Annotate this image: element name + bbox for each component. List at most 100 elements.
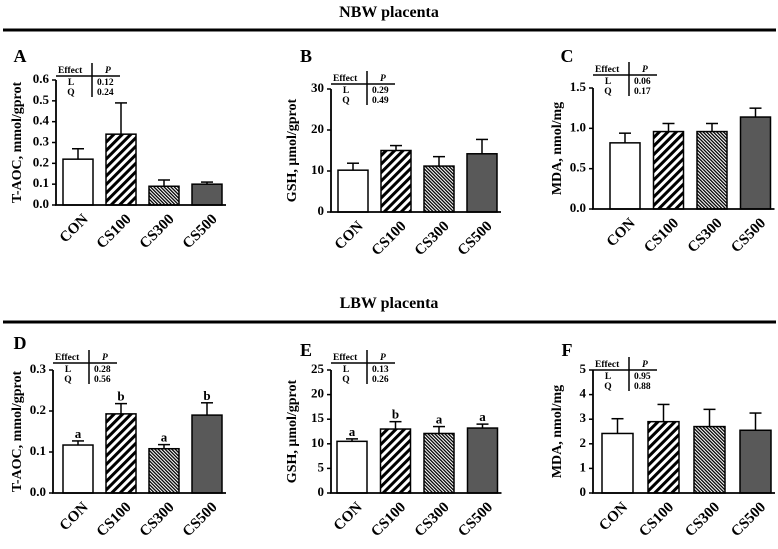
p-header: P [380,353,386,363]
y-tick-label: 0.6 [33,71,50,86]
y-tick-label: 0 [580,484,587,499]
category-label: CS500 [180,211,221,252]
p-header: P [642,360,648,370]
bar-con [337,169,369,213]
category-label: CON [331,499,366,534]
category-label: CS100 [636,499,677,540]
p-header: P [380,74,386,84]
effect-header: Effect [333,74,358,84]
panel-a: A T-AOC, mmol/gprot 0.0 0.1 0.2 0.3 0.4 0.5 0.6 C… [10,46,226,252]
bar-con [601,432,634,494]
bar-con [62,444,94,494]
effect-header: Effect [58,66,83,76]
p-header: P [642,65,648,75]
category-label: CS300 [682,499,723,540]
effect-name: Q [67,88,74,98]
y-tick-label: 4 [580,386,587,401]
effect-name: L [343,365,349,375]
y-tick-label: 0.2 [30,402,46,417]
bar-cs500 [191,414,223,494]
bar-con [609,142,641,210]
significance-label: b [117,389,124,404]
bar-cs500 [739,116,772,210]
bar-cs500 [466,153,498,213]
category-label: CS100 [641,215,682,256]
y-tick-label: 20 [311,386,324,401]
bar-cs300 [423,165,455,213]
panel-letter: E [300,340,312,360]
bar-cs300 [696,130,728,210]
effect-header: Effect [333,353,358,363]
category-label: CS500 [455,499,496,540]
effect-p-value: 0.56 [94,375,111,385]
significance-label: a [436,412,443,427]
significance-label: a [75,426,82,441]
y-tick-label: 0.5 [33,92,50,107]
panel-letter: D [14,333,27,353]
category-label: CS100 [369,218,410,259]
category-label: CS500 [455,218,496,259]
effect-name: Q [604,87,611,97]
p-header: P [105,66,111,76]
bar-cs300 [693,425,726,494]
effect-name: Q [64,375,71,385]
y-tick-label: 5 [580,361,587,376]
category-label: CS500 [728,499,769,540]
category-label: CS300 [685,215,726,256]
category-label: CS300 [137,499,178,540]
category-label: CS500 [180,499,221,540]
y-tick-label: 0.0 [33,196,49,211]
effect-name: L [65,365,71,375]
y-tick-label: 20 [311,121,324,136]
y-tick-label: 0 [318,484,325,499]
effect-p-value: 0.12 [97,78,114,88]
category-label: CS300 [412,499,453,540]
section-title-nbw: NBW placenta [339,4,439,21]
y-axis-label: MDA, nmol/mg [550,102,565,195]
y-tick-label: 0.0 [30,484,46,499]
panel-f: F MDA, nmol/mg 0 1 2 3 4 5 CON CS100 CS300 CS500 Eff… [550,340,775,540]
bar-cs100 [652,130,685,210]
effect-name: L [68,78,74,88]
bar-cs100 [379,428,412,494]
effect-p-value: 0.28 [94,365,111,375]
y-tick-label: 1.0 [570,119,586,134]
y-tick-label: 0.2 [33,154,49,169]
y-tick-label: 5 [318,459,325,474]
significance-label: b [392,407,399,422]
bar-cs300 [148,447,180,494]
y-tick-label: 0.4 [33,113,50,128]
panel-b: B GSH, μmol/gprot 0 10 20 30 CON CS100 CS300 CS50… [285,46,501,259]
category-label: CON [57,499,92,534]
category-label: CON [596,499,631,534]
y-tick-label: 2 [580,435,587,450]
bar-cs100 [647,420,680,494]
bar-cs300 [148,185,180,206]
y-tick-label: 1.5 [570,79,587,94]
effect-name: L [343,86,349,96]
panel-letter: F [562,340,573,360]
effect-p-value: 0.49 [372,96,389,106]
effect-name: Q [342,375,349,385]
effect-name: Q [342,96,349,106]
y-axis-label: T-AOC, mmol/gprot [10,370,25,492]
effect-p-value: 0.06 [634,77,651,87]
y-tick-label: 15 [311,410,325,425]
y-tick-label: 1 [580,459,587,474]
y-tick-label: 0.3 [33,133,50,148]
bar-cs100 [105,133,137,206]
y-tick-label: 10 [311,435,324,450]
effect-name: L [605,372,611,382]
category-label: CON [57,211,92,246]
effect-name: L [605,77,611,87]
panel-letter: B [300,46,312,66]
y-axis-label: T-AOC, mmol/gprot [10,81,25,203]
y-tick-label: 0 [318,203,325,218]
panel-letter: A [14,46,27,66]
effect-p-value: 0.95 [634,372,651,382]
bar-cs100 [105,413,137,494]
y-tick-label: 0.3 [30,361,47,376]
significance-label: a [479,409,486,424]
category-label: CS500 [728,215,769,256]
